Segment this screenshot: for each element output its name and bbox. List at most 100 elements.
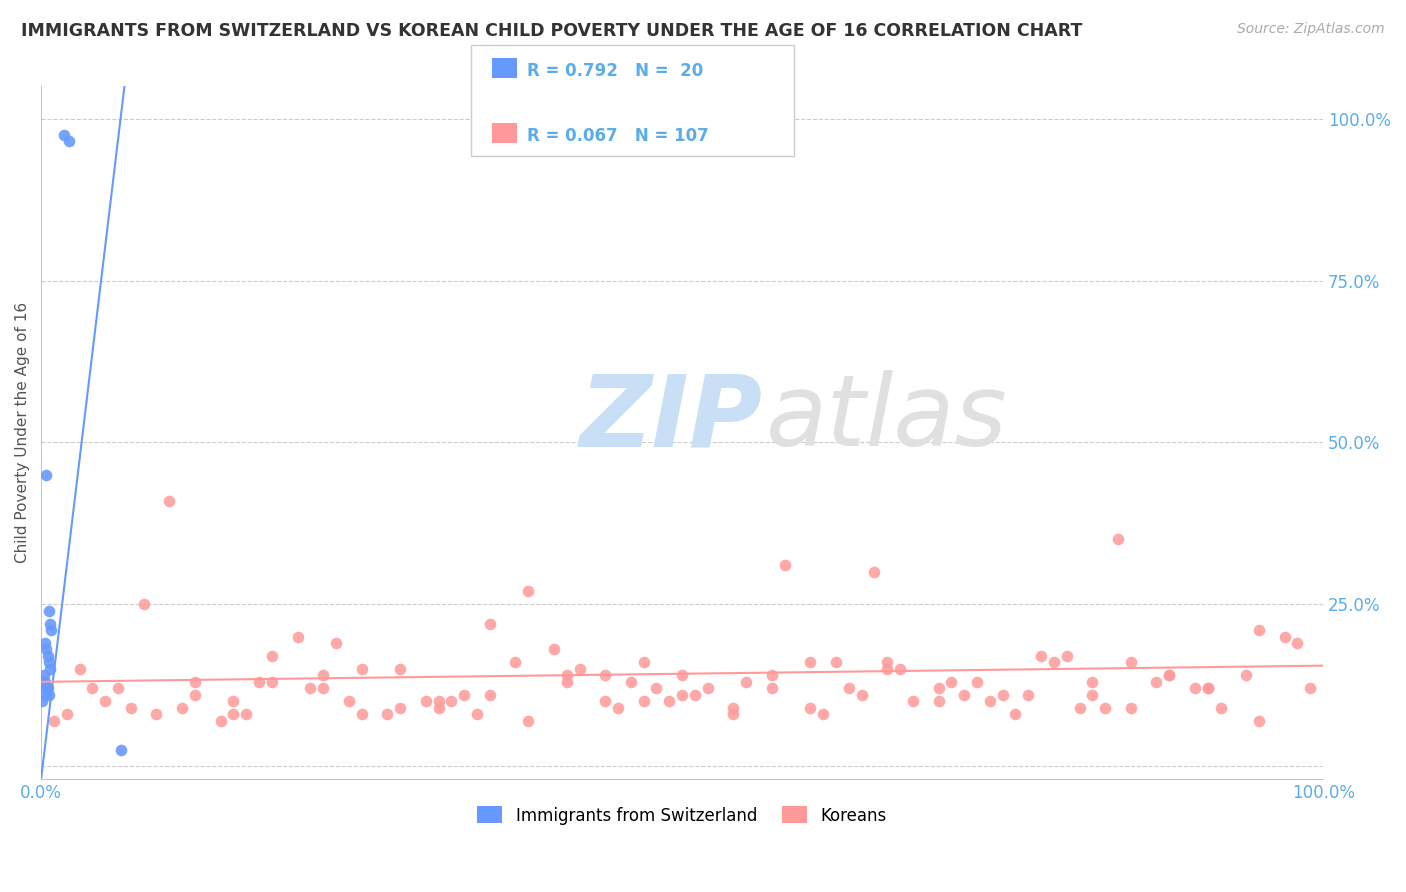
Point	[696, 681, 718, 696]
Point	[184, 688, 207, 702]
Point	[69, 662, 91, 676]
Point	[440, 694, 463, 708]
Text: R = 0.792   N =  20: R = 0.792 N = 20	[527, 62, 703, 79]
Point	[593, 668, 616, 682]
Point	[1159, 668, 1181, 682]
Point	[1043, 656, 1066, 670]
Point	[157, 493, 180, 508]
Point	[222, 707, 245, 722]
Point	[38, 604, 60, 618]
Point	[811, 707, 834, 722]
Point	[120, 700, 142, 714]
Point	[620, 674, 643, 689]
Point	[107, 681, 129, 696]
Point	[34, 636, 56, 650]
Point	[31, 694, 53, 708]
Point	[799, 656, 821, 670]
Point	[1209, 700, 1232, 714]
Point	[543, 642, 565, 657]
Point	[1247, 714, 1270, 728]
Point	[38, 688, 60, 702]
Point	[350, 662, 373, 676]
Point	[235, 707, 257, 722]
Point	[671, 688, 693, 702]
Point	[1119, 656, 1142, 670]
Point	[966, 674, 988, 689]
Point	[34, 674, 56, 689]
Point	[312, 681, 335, 696]
Point	[876, 656, 898, 670]
Point	[863, 565, 886, 579]
Point	[761, 681, 783, 696]
Point	[325, 636, 347, 650]
Y-axis label: Child Poverty Under the Age of 16: Child Poverty Under the Age of 16	[15, 302, 30, 563]
Point	[389, 662, 412, 676]
Text: IMMIGRANTS FROM SWITZERLAND VS KOREAN CHILD POVERTY UNDER THE AGE OF 16 CORRELAT: IMMIGRANTS FROM SWITZERLAND VS KOREAN CH…	[21, 22, 1083, 40]
Point	[953, 688, 976, 702]
Point	[723, 707, 745, 722]
Point	[38, 656, 60, 670]
Point	[132, 597, 155, 611]
Point	[838, 681, 860, 696]
Point	[555, 668, 578, 682]
Point	[39, 616, 62, 631]
Point	[42, 714, 65, 728]
Legend: Immigrants from Switzerland, Koreans: Immigrants from Switzerland, Koreans	[470, 798, 896, 833]
Point	[555, 674, 578, 689]
Point	[299, 681, 322, 696]
Point	[55, 707, 77, 722]
Point	[1197, 681, 1219, 696]
Point	[35, 681, 58, 696]
Text: R = 0.067   N = 107: R = 0.067 N = 107	[527, 127, 709, 145]
Point	[773, 558, 796, 573]
Point	[37, 648, 59, 663]
Point	[260, 674, 283, 689]
Point	[35, 642, 58, 657]
Point	[876, 662, 898, 676]
Point	[478, 688, 501, 702]
Point	[1274, 630, 1296, 644]
Point	[505, 656, 527, 670]
Point	[39, 662, 62, 676]
Point	[851, 688, 873, 702]
Point	[37, 681, 59, 696]
Point	[723, 700, 745, 714]
Point	[593, 694, 616, 708]
Point	[58, 134, 80, 148]
Point	[389, 700, 412, 714]
Point	[31, 674, 53, 689]
Point	[1107, 533, 1129, 547]
Text: ZIP: ZIP	[579, 370, 762, 467]
Point	[1234, 668, 1257, 682]
Text: atlas: atlas	[765, 370, 1007, 467]
Point	[607, 700, 630, 714]
Point	[658, 694, 681, 708]
Point	[427, 700, 450, 714]
Text: Source: ZipAtlas.com: Source: ZipAtlas.com	[1237, 22, 1385, 37]
Point	[928, 681, 950, 696]
Point	[465, 707, 488, 722]
Point	[337, 694, 360, 708]
Point	[568, 662, 591, 676]
Point	[1286, 636, 1309, 650]
Point	[633, 656, 655, 670]
Point	[1081, 688, 1104, 702]
Point	[209, 714, 232, 728]
Point	[94, 694, 117, 708]
Point	[478, 616, 501, 631]
Point	[1197, 681, 1219, 696]
Point	[901, 694, 924, 708]
Point	[1017, 688, 1039, 702]
Point	[312, 668, 335, 682]
Point	[53, 128, 76, 142]
Point	[683, 688, 706, 702]
Point	[260, 648, 283, 663]
Point	[1299, 681, 1322, 696]
Point	[172, 700, 194, 714]
Point	[761, 668, 783, 682]
Point	[82, 681, 104, 696]
Point	[32, 668, 55, 682]
Point	[110, 743, 132, 757]
Point	[928, 694, 950, 708]
Point	[1119, 700, 1142, 714]
